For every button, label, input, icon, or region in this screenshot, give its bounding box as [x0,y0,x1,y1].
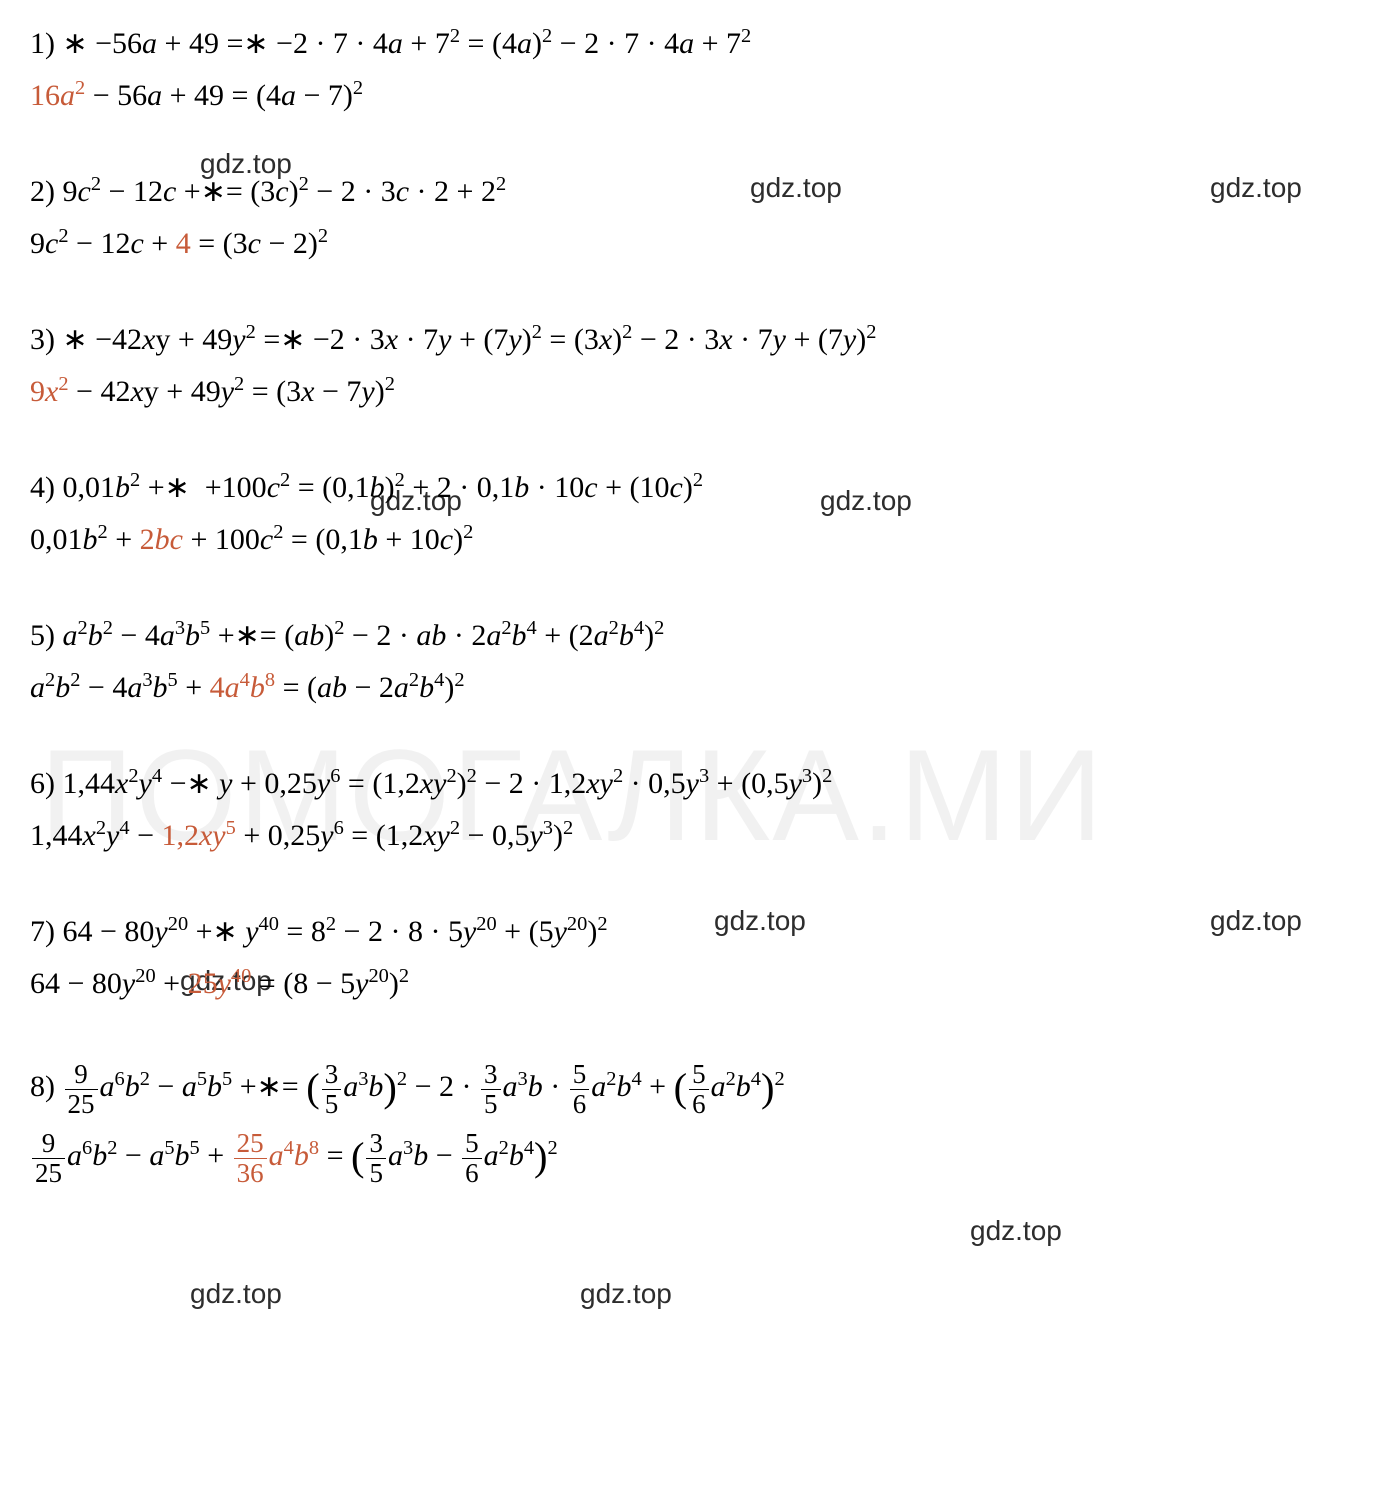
problem-1-line1: 1) ∗ −56a + 49 =∗ −2 · 7 · 4a + 72 = (4a… [30,20,1370,68]
problem-6-line2: 1,44x2y4 − 1,2xy5 + 0,25y6 = (1,2xy2 − 0… [30,812,1370,860]
problem-8-line1: 8) 925a6b2 − a5b5 +∗= (35a3b)2 − 2 · 35a… [30,1056,1370,1121]
problem-7-line1: 7) 64 − 80y20 +∗ y40 = 82 − 2 · 8 · 5y20… [30,908,1370,956]
problem-5: 5) a2b2 − 4a3b5 +∗= (ab)2 − 2 · ab · 2a2… [30,612,1370,712]
problem-7: 7) 64 − 80y20 +∗ y40 = 82 − 2 · 8 · 5y20… [30,908,1370,1008]
problem-5-line2: a2b2 − 4a3b5 + 4a4b8 = (ab − 2a2b4)2 [30,664,1370,712]
problem-4-line1: 4) 0,01b2 +∗ +100c2 = (0,1b)2 + 2 · 0,1b… [30,464,1370,512]
watermark-small: gdz.top [970,1215,1062,1247]
problem-6-line1: 6) 1,44x2y4 −∗ y + 0,25y6 = (1,2xy2)2 − … [30,760,1370,808]
problem-5-line1: 5) a2b2 − 4a3b5 +∗= (ab)2 − 2 · ab · 2a2… [30,612,1370,660]
problem-3: 3) ∗ −42xy + 49y2 =∗ −2 · 3x · 7y + (7y)… [30,316,1370,416]
problem-1-line2: 16a2 − 56a + 49 = (4a − 7)2 [30,72,1370,120]
problem-2-line1: 2) 9c2 − 12c +∗= (3c)2 − 2 · 3c · 2 + 22 [30,168,1370,216]
problem-4: 4) 0,01b2 +∗ +100c2 = (0,1b)2 + 2 · 0,1b… [30,464,1370,564]
problem-3-line1: 3) ∗ −42xy + 49y2 =∗ −2 · 3x · 7y + (7y)… [30,316,1370,364]
problem-2-line2: 9c2 − 12c + 4 = (3c − 2)2 [30,220,1370,268]
problem-4-line2: 0,01b2 + 2bc + 100c2 = (0,1b + 10c)2 [30,516,1370,564]
problem-8-line2: 925a6b2 − a5b5 + 2536a4b8 = (35a3b − 56a… [30,1125,1370,1190]
problem-1: 1) ∗ −56a + 49 =∗ −2 · 7 · 4a + 72 = (4a… [30,20,1370,120]
watermark-small: gdz.top [580,1278,672,1310]
math-content: 1) ∗ −56a + 49 =∗ −2 · 7 · 4a + 72 = (4a… [30,20,1370,1190]
problem-7-line2: 64 − 80y20 + 25y40 = (8 − 5y20)2 [30,960,1370,1008]
problem-8: 8) 925a6b2 − a5b5 +∗= (35a3b)2 − 2 · 35a… [30,1056,1370,1190]
problem-2: 2) 9c2 − 12c +∗= (3c)2 − 2 · 3c · 2 + 22… [30,168,1370,268]
watermark-small: gdz.top [190,1278,282,1310]
problem-3-line2: 9x2 − 42xy + 49y2 = (3x − 7y)2 [30,368,1370,416]
problem-6: 6) 1,44x2y4 −∗ y + 0,25y6 = (1,2xy2)2 − … [30,760,1370,860]
